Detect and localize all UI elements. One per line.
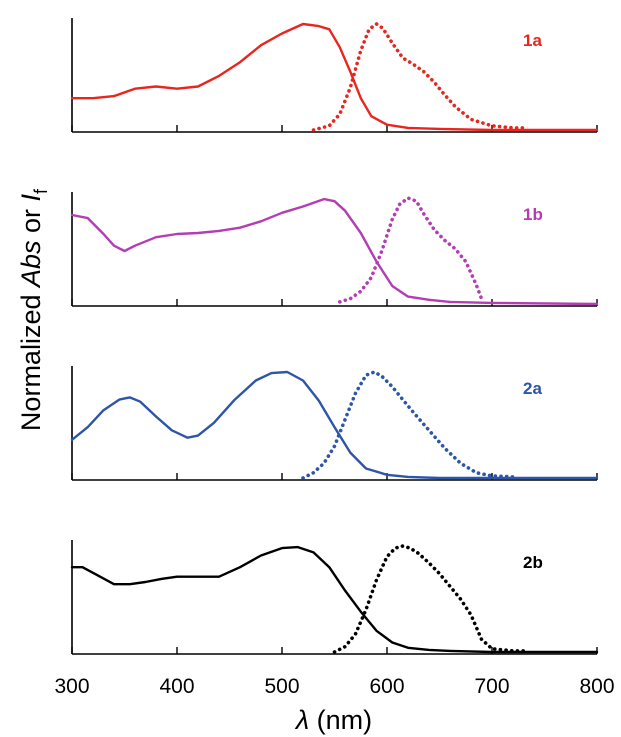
x-axis-title: λ (nm) <box>294 705 372 735</box>
panel-2a: 2a <box>70 366 599 481</box>
panel-1b: 1b <box>70 192 599 307</box>
y-axis-title-i: I <box>16 193 46 201</box>
absorption-series-2a <box>70 370 599 480</box>
panel-group: 1a 1b 2a 2b <box>70 18 599 655</box>
absorption-series-1a <box>70 22 599 132</box>
y-axis-title-prefix: Normalized <box>16 287 46 431</box>
x-tick-label-600: 600 <box>369 675 404 698</box>
y-axis-title-sub: f <box>31 188 51 194</box>
panel-label-1b: 1b <box>523 205 543 224</box>
x-axis: 300 400 500 600 700 800 <box>54 675 614 698</box>
panel-1a: 1a <box>70 18 599 133</box>
y-axis-title: Normalized Abs or If <box>16 188 51 431</box>
emission-series-2a <box>301 370 515 480</box>
y-axis-title-abs: Abs <box>16 240 46 289</box>
panel-label-2a: 2a <box>523 379 542 398</box>
absorption-series-1b <box>70 197 599 306</box>
panel-label-1a: 1a <box>523 31 542 50</box>
x-tick-label-300: 300 <box>54 675 89 698</box>
absorption-series-2b <box>70 545 599 654</box>
emission-series-2b <box>332 544 526 654</box>
emission-series-1a <box>311 21 526 132</box>
y-axis-title-middle: or <box>16 201 46 240</box>
x-tick-label-400: 400 <box>159 675 194 698</box>
emission-series-1b <box>337 195 484 304</box>
x-axis-title-unit: (nm) <box>309 705 372 735</box>
x-tick-label-800: 800 <box>579 675 614 698</box>
x-axis-title-symbol: λ <box>294 705 309 735</box>
x-tick-label-700: 700 <box>474 675 509 698</box>
x-tick-label-500: 500 <box>264 675 299 698</box>
panel-label-2b: 2b <box>523 553 543 572</box>
panel-2b: 2b <box>70 540 599 655</box>
